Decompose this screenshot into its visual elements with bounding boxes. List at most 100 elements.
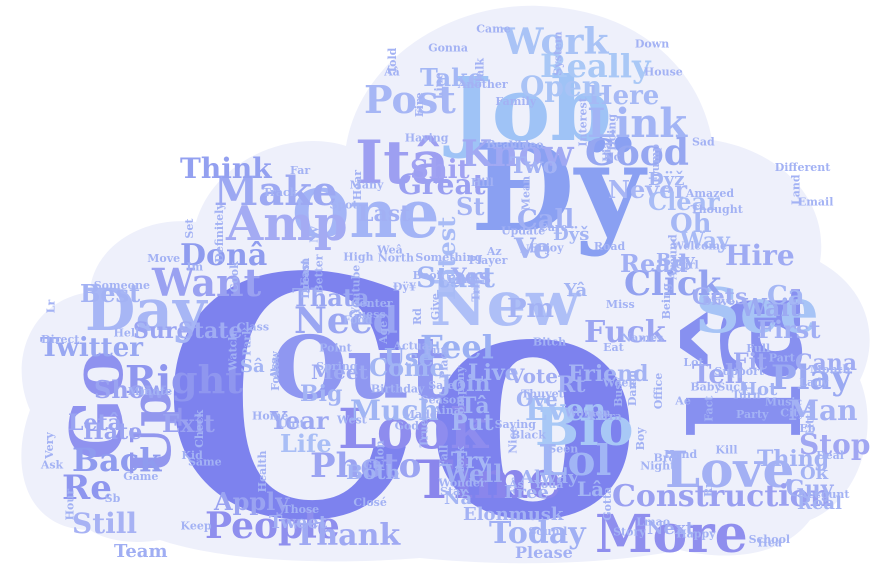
word-hill: Hill: [471, 176, 494, 189]
word--: Ðÿ: [470, 118, 648, 259]
word-part: Part: [769, 351, 796, 364]
word-player: Player: [469, 254, 508, 267]
word-photo: Photo: [310, 446, 421, 486]
word-nice: Nice: [506, 426, 519, 454]
word-tweet: Tweet: [269, 512, 328, 533]
word-vote: Vote: [508, 364, 558, 388]
word-family: Family: [495, 95, 536, 108]
word-full: Full: [746, 342, 770, 355]
word-around: Around: [666, 234, 679, 281]
word-job: Job: [443, 57, 612, 161]
word-email: Email: [798, 195, 834, 208]
word-right: Right: [125, 357, 243, 402]
word-love: Love: [665, 440, 794, 499]
word-interest: Interest: [577, 96, 590, 146]
word-click: Click: [624, 264, 723, 304]
word-final: Final: [447, 273, 478, 286]
word-elon: Elon: [374, 440, 387, 468]
word-construction: Construction: [612, 479, 832, 514]
word-office: Office: [652, 373, 665, 410]
word--: Ðÿš: [553, 224, 589, 245]
word-hot: Hot: [740, 379, 778, 400]
word-time: Time: [415, 450, 562, 511]
word-best: Best: [80, 279, 140, 308]
word-elonmusk: Elonmusk: [463, 504, 564, 525]
word-cana: Cana: [795, 350, 857, 376]
word-work: Work: [502, 21, 609, 63]
word-told: Told: [386, 47, 399, 73]
word-account: Account: [798, 488, 850, 501]
word-eb: Eb: [799, 422, 815, 435]
word-more: More: [595, 504, 748, 565]
word-out: Out: [272, 318, 449, 419]
word-many: Many: [350, 179, 384, 192]
word-unit: Unit: [278, 418, 306, 431]
word-rn: Rn: [702, 480, 715, 497]
word-s-: Sâ: [240, 356, 265, 377]
word-saying: Saying: [495, 418, 537, 431]
word-same: Same: [188, 455, 222, 468]
word-it-: Itâ: [355, 128, 450, 198]
word-fire: Fire: [413, 92, 426, 117]
word-pm: Pm: [507, 294, 554, 324]
word-still: Still: [72, 507, 137, 540]
word-hell: Hell: [113, 326, 139, 339]
word-check: Check: [193, 409, 206, 447]
word-next: Next: [647, 518, 695, 539]
word-read: Read: [620, 249, 688, 278]
word-thata: Thata: [292, 283, 370, 312]
word-buy: Buy: [656, 250, 695, 271]
word-such: Such: [717, 380, 748, 393]
word-want: Want: [151, 260, 262, 305]
word-west: West: [336, 413, 368, 426]
word-one: One: [292, 175, 439, 253]
word-gonna: Gonna: [428, 42, 468, 55]
word-week: Week: [602, 376, 636, 389]
word-food: Food: [343, 313, 373, 326]
word-great: Great: [398, 168, 486, 201]
word-lady: Lady: [799, 376, 829, 389]
word-kill: Kill: [715, 443, 737, 456]
word-ny: Ny: [307, 226, 320, 243]
word-see: See: [695, 274, 819, 347]
word-support: Support: [714, 365, 764, 378]
word-move: Move: [147, 252, 180, 265]
word-care: Care: [539, 221, 568, 234]
word-women: Women: [564, 407, 610, 420]
word--: Ðÿž: [648, 169, 684, 190]
word-different: Different: [775, 161, 832, 174]
word-state: State: [178, 318, 242, 344]
word-beauty: Beauty: [486, 138, 530, 151]
word-trump: Trump: [649, 144, 662, 185]
word-well: Well: [443, 459, 503, 488]
word-alway: Alway: [519, 467, 579, 488]
word-meet: Meet: [311, 360, 369, 384]
word-health: Health: [256, 451, 269, 493]
word-park: Park: [240, 327, 253, 356]
word-link: Link: [587, 100, 688, 147]
word-music: Music: [765, 396, 803, 409]
word-here: Here: [588, 81, 659, 111]
word-came: Came: [476, 23, 511, 36]
word-stop: Stop: [799, 428, 870, 461]
word-st: St: [456, 192, 484, 221]
word-two: Two: [510, 153, 558, 179]
word-watch: Watch: [227, 333, 240, 372]
word-az: Az: [486, 245, 502, 258]
word-age: Age: [377, 321, 390, 345]
word-little: Little: [804, 403, 817, 436]
word-apply: Apply: [213, 487, 290, 516]
word-having: Having: [405, 131, 449, 144]
word-make: Make: [214, 168, 337, 215]
word-need: Need: [294, 300, 398, 342]
word-rt: Rt: [557, 372, 586, 398]
word-night: Night: [640, 460, 676, 473]
word-mean: Mean: [520, 176, 533, 210]
word-deal: Deal: [816, 449, 844, 462]
word-n-: Nâ: [444, 488, 472, 509]
word-life: Life: [280, 429, 332, 458]
word-let-: Letâ: [68, 410, 122, 436]
word-birthday: Birthday: [371, 383, 425, 396]
word-spring: Spring: [316, 360, 358, 373]
word-doing: Doing: [605, 114, 618, 151]
